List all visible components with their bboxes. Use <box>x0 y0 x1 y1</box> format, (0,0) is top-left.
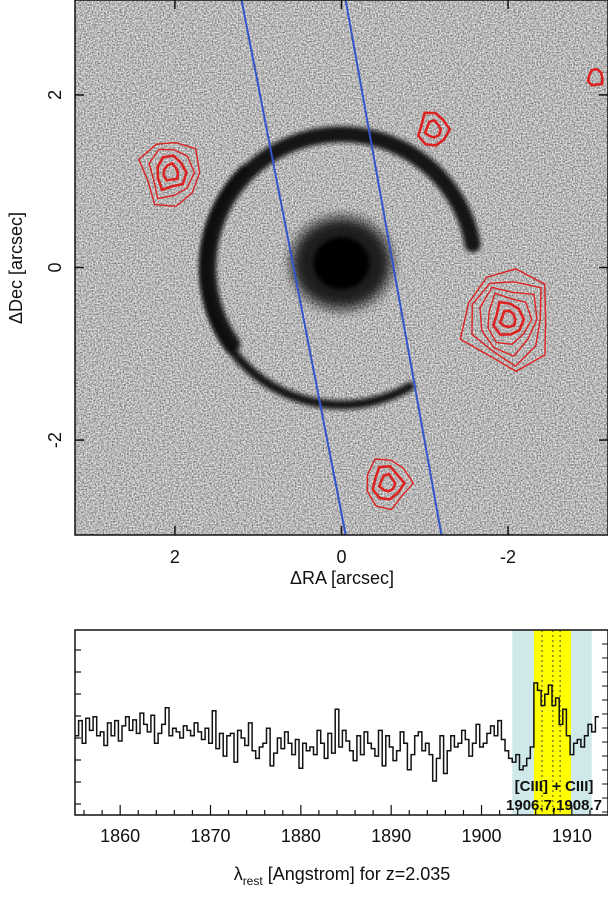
image-x-tick-label: 2 <box>170 547 180 567</box>
spectrum-x-tick-label: 1880 <box>281 826 321 846</box>
line-annotation-1: [CIII] + CIII] <box>515 778 594 795</box>
image-ticks: 2 0 -2 2 0 -2 <box>45 0 608 567</box>
image-x-axis-label: ΔRA [arcsec] <box>290 568 394 588</box>
lambda-subscript: rest <box>243 874 264 888</box>
contour-level <box>416 111 452 147</box>
x-axis-label-rest: [Angstrom] for z=2.035 <box>263 864 451 884</box>
contour-level <box>459 268 547 373</box>
spectrum-x-tick-label: 1860 <box>100 826 140 846</box>
image-y-tick-label: 2 <box>45 90 65 100</box>
image-x-tick-label: -2 <box>500 547 516 567</box>
spectrum-ticks: 1860 1870 1880 1890 1900 1910 <box>75 649 592 846</box>
contour-level <box>162 161 180 182</box>
contour-level <box>148 148 196 200</box>
lambda-symbol: λ <box>234 864 243 884</box>
contour-level <box>498 309 517 329</box>
contour-level <box>471 281 542 368</box>
image-y-tick-label: -2 <box>45 432 65 448</box>
contour-level <box>491 300 526 336</box>
contour-level <box>479 286 538 358</box>
slit-edge-line <box>240 0 347 535</box>
spectrum-panel: 1860 1870 1880 1890 1900 1910 [CIII] + CIII] … <box>74 629 608 888</box>
line-markers <box>541 630 561 815</box>
spectrum-frame <box>74 629 608 816</box>
contour-level <box>366 458 415 511</box>
image-y-axis-label: ΔDec [arcsec] <box>6 212 26 324</box>
spectrum-x-tick-label: 1870 <box>190 826 230 846</box>
contour-level <box>156 154 188 192</box>
contour-level <box>423 119 443 139</box>
spectrograph-slit <box>240 0 443 535</box>
right-edge-ticks <box>602 643 608 813</box>
contour-level <box>137 141 201 208</box>
lens-galaxy-layer <box>291 217 392 310</box>
spectrum-x-tick-label: 1890 <box>371 826 411 846</box>
spectrum-x-tick-label: 1910 <box>552 826 592 846</box>
contour-level <box>371 464 407 501</box>
slit-edge-line <box>344 0 443 535</box>
contour-level <box>586 67 604 87</box>
contour-level <box>487 292 533 346</box>
spectrum-series-line <box>75 682 599 782</box>
contour-level <box>377 472 397 493</box>
einstein-ring-arcs <box>199 126 481 410</box>
spectrum-x-tick-label: 1900 <box>462 826 502 846</box>
line-annotation-2: 1906.7,1908.7 <box>506 797 602 814</box>
emission-contours <box>137 67 604 511</box>
lens-galaxy-core <box>313 237 370 290</box>
lens-image-panel: 2 0 -2 2 0 -2 ΔRA [arcsec] ΔDec [arcsec] <box>6 0 608 588</box>
image-y-tick-label: 0 <box>45 262 65 272</box>
einstein-arc <box>200 126 481 352</box>
spectrum-x-axis-label: λrest [Angstrom] for z=2.035 <box>234 864 451 888</box>
image-x-tick-label: 0 <box>336 547 346 567</box>
